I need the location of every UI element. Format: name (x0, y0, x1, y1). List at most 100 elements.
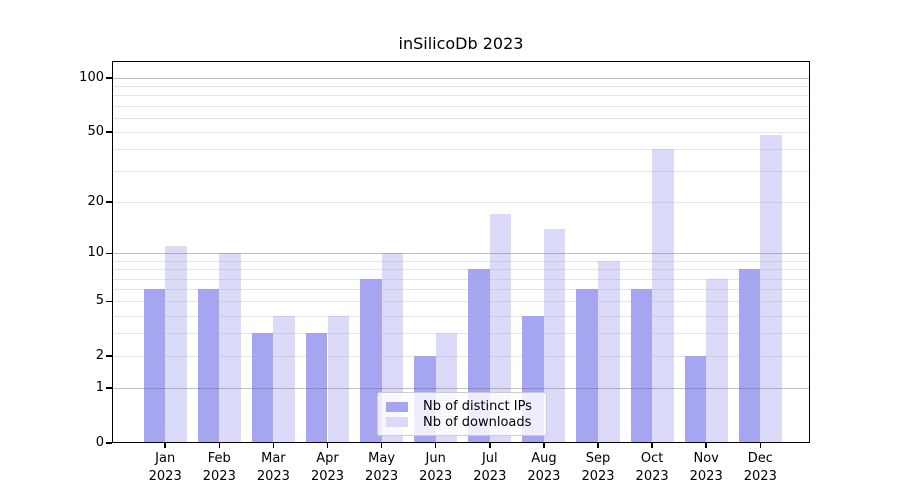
x-tick-year: 2023 (635, 468, 669, 484)
legend-swatch-downloads (386, 417, 408, 428)
y-tick-label: 100 (79, 69, 104, 85)
legend-item-distinct-ips: Nb of distinct IPs (386, 399, 538, 415)
bar-distinct-ips-nov (684, 356, 707, 443)
x-tick-year: 2023 (202, 468, 236, 484)
bar-downloads-jan (165, 246, 187, 443)
x-tick-label-aug: Aug 2023 (514, 450, 574, 485)
x-tick-year: 2023 (365, 468, 399, 484)
x-tick-year: 2023 (419, 468, 453, 484)
minor-gridline (112, 171, 810, 173)
y-tick (106, 387, 112, 389)
major-gridline (112, 388, 810, 390)
minor-gridline (112, 289, 810, 291)
plot-area: 0 1 2 5 10 20 50 100 Jan 2023 Feb 2023 Mar 2023 Apr 202… (79, 61, 810, 484)
x-tick-year: 2023 (256, 468, 290, 484)
chart-title: inSilicoDb 2023 (398, 34, 524, 53)
x-tick-month: Aug (531, 451, 557, 466)
y-tick (106, 442, 112, 444)
x-tick (164, 443, 166, 448)
minor-gridline (112, 117, 810, 119)
minor-gridline (112, 95, 810, 97)
x-tick (218, 443, 221, 448)
x-tick-year: 2023 (743, 468, 777, 484)
major-gridline (112, 77, 810, 79)
y-tick-label: 5 (95, 293, 104, 309)
minor-gridline (112, 315, 810, 317)
x-tick-month: Dec (747, 451, 773, 466)
minor-gridline (112, 301, 810, 303)
bar-downloads-nov (706, 278, 728, 443)
y-tick-label: 0 (95, 435, 104, 450)
bar-distinct-ips-apr (305, 333, 328, 443)
bar-distinct-ips-sep (576, 289, 598, 443)
bar-distinct-ips-may (360, 278, 382, 443)
x-tick (489, 443, 491, 448)
x-tick-month: Oct (640, 451, 664, 466)
x-tick-month: Nov (693, 451, 719, 466)
legend-label-distinct-ips: Nb of distinct IPs (423, 399, 532, 415)
x-tick (272, 443, 275, 448)
y-tick (106, 77, 112, 79)
minor-gridline (112, 333, 810, 335)
bar-downloads-aug (543, 228, 566, 443)
x-tick-label-nov: Nov 2023 (676, 450, 736, 485)
x-tick-year: 2023 (527, 468, 561, 484)
bar-downloads-dec (760, 135, 782, 443)
minor-gridline (112, 86, 810, 88)
grid-layer (112, 61, 810, 443)
y-tick-label: 10 (87, 245, 104, 261)
bar-downloads-apr (327, 315, 350, 443)
x-tick-month: Mar (261, 451, 286, 466)
x-tick (326, 443, 329, 448)
bar-downloads-feb (219, 253, 241, 443)
y-tick-label: 2 (95, 348, 104, 364)
x-tick-year: 2023 (689, 468, 723, 484)
bar-downloads-oct (652, 149, 674, 443)
minor-gridline (112, 149, 810, 151)
x-tick-label-jul: Jul 2023 (460, 450, 520, 485)
legend: Nb of distinct IPs Nb of downloads (377, 392, 547, 436)
x-tick-month: Sep (585, 451, 611, 466)
minor-gridline (112, 132, 810, 134)
x-tick-year: 2023 (310, 468, 345, 484)
axis-labels-layer: 0 1 2 5 10 20 50 100 Jan 2023 Feb 2023 Mar 2023 Apr 202… (79, 61, 810, 484)
x-tick-month: Jan (155, 451, 176, 466)
y-tick (106, 300, 112, 303)
bar-distinct-ips-feb (197, 289, 220, 443)
x-tick (380, 443, 383, 448)
x-tick-month: Jul (481, 451, 498, 466)
x-tick-month: Apr (316, 451, 339, 466)
y-tick-label: 1 (95, 380, 104, 396)
major-gridline (112, 253, 810, 255)
x-tick-label-jan: Jan 2023 (135, 450, 195, 485)
minor-gridline (112, 202, 810, 204)
y-tick-label: 20 (87, 194, 104, 210)
y-tick (106, 131, 112, 133)
y-tick (106, 252, 112, 255)
bar-downloads-sep (598, 260, 620, 443)
x-tick (651, 443, 653, 448)
x-tick-year: 2023 (473, 468, 507, 484)
x-tick-year: 2023 (581, 468, 615, 484)
x-tick-label-feb: Feb 2023 (189, 450, 249, 485)
x-tick-month: May (368, 451, 396, 466)
x-tick (543, 443, 545, 448)
legend-item-downloads: Nb of downloads (386, 415, 538, 431)
bar-distinct-ips-dec (738, 269, 761, 443)
x-tick-month: Jun (425, 451, 446, 466)
x-tick (597, 443, 599, 448)
minor-gridline (112, 105, 810, 107)
y-tick-label: 50 (87, 124, 104, 140)
x-tick-label-jun: Jun 2023 (406, 450, 466, 485)
x-tick-label-oct: Oct 2023 (622, 450, 682, 485)
bar-distinct-ips-jan (143, 289, 166, 443)
x-tick-label-sep: Sep 2023 (568, 450, 628, 485)
x-tick (759, 443, 762, 448)
bar-distinct-ips-oct (630, 289, 653, 443)
legend-label-downloads: Nb of downloads (423, 414, 532, 430)
minor-gridline (112, 260, 810, 262)
x-tick-label-apr: Apr 2023 (298, 450, 358, 485)
legend-swatch-distinct-ips (386, 401, 408, 412)
x-tick-label-dec: Dec 2023 (730, 450, 790, 485)
